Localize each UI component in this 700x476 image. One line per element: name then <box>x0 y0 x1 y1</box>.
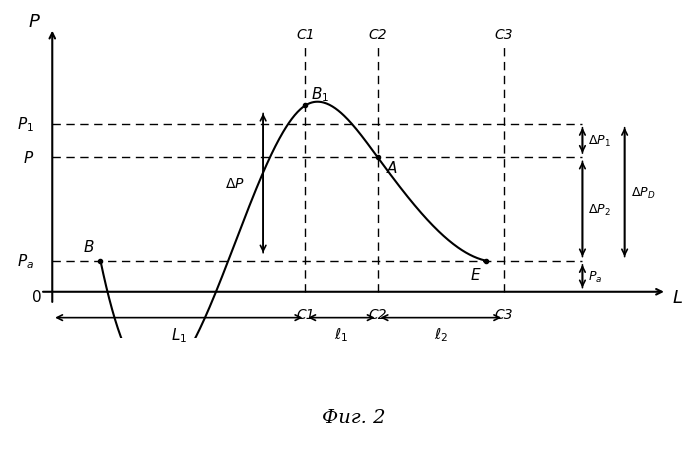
Text: $B_1$: $B_1$ <box>312 85 330 104</box>
Text: P: P <box>29 13 40 31</box>
Text: $\ell_1$: $\ell_1$ <box>335 326 349 343</box>
Text: $\Delta P_D$: $\Delta P_D$ <box>631 185 655 200</box>
Text: Фиг. 2: Фиг. 2 <box>322 408 385 426</box>
Text: $\Delta P$: $\Delta P$ <box>225 177 245 191</box>
Text: C2: C2 <box>368 28 387 42</box>
Text: C1: C1 <box>296 28 314 42</box>
Text: $\ell_2$: $\ell_2$ <box>434 326 448 343</box>
Text: 0: 0 <box>32 290 42 305</box>
Text: L: L <box>673 288 682 306</box>
Text: C3: C3 <box>495 307 513 322</box>
Text: $\Delta P_2$: $\Delta P_2$ <box>589 202 611 217</box>
Text: B: B <box>84 240 95 255</box>
Text: $P_1$: $P_1$ <box>18 115 34 134</box>
Text: C2: C2 <box>368 307 387 322</box>
Text: $P_a$: $P_a$ <box>589 269 603 284</box>
Text: C3: C3 <box>495 28 513 42</box>
Text: $L_1$: $L_1$ <box>171 326 187 344</box>
Text: $\Delta P_1$: $\Delta P_1$ <box>589 134 611 149</box>
Text: E: E <box>470 268 480 283</box>
Text: A: A <box>386 160 397 176</box>
Text: $P$: $P$ <box>23 150 34 166</box>
Text: $P_a$: $P_a$ <box>18 252 34 270</box>
Text: C1: C1 <box>296 307 314 322</box>
